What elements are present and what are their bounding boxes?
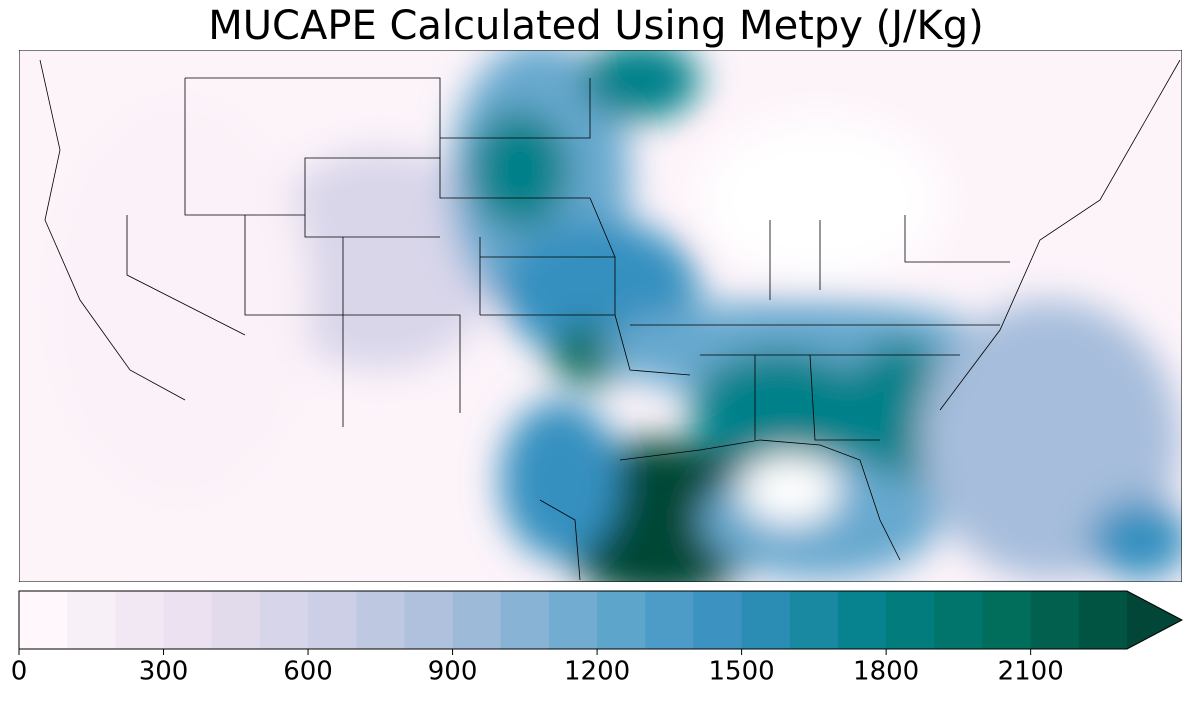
colorbar-bin xyxy=(1078,591,1128,649)
tick-label: 2100 xyxy=(998,657,1064,687)
colorbar-bin xyxy=(548,591,598,649)
colorbar-bin xyxy=(741,591,791,649)
colorbar-bin xyxy=(115,591,165,649)
colorbar-bin xyxy=(163,591,213,649)
colorbar-bin xyxy=(19,591,68,649)
colorbar-bin xyxy=(67,591,116,649)
colorbar-extend xyxy=(1127,591,1182,649)
colorbar-bin xyxy=(259,591,309,649)
colorbar-bin xyxy=(645,591,694,649)
colorbar-bin xyxy=(934,591,983,649)
boundaries xyxy=(39,59,1181,581)
tick-label: 0 xyxy=(11,657,28,687)
tick-label: 1500 xyxy=(709,657,775,687)
map xyxy=(19,50,1182,582)
tick-label: 1200 xyxy=(564,657,630,687)
tick-label: 900 xyxy=(428,657,478,687)
colorbar-bin xyxy=(356,591,405,649)
colorbar-bin xyxy=(982,591,1032,649)
chart-title: MUCAPE Calculated Using Metpy (J/Kg) xyxy=(208,3,984,49)
colorbar-bin xyxy=(597,591,646,649)
colorbar-bin xyxy=(837,591,887,649)
colorbar-bin xyxy=(452,591,502,649)
tick-label: 300 xyxy=(139,657,189,687)
colorbar-bin xyxy=(308,591,357,649)
colorbar-bin xyxy=(693,591,743,649)
tick-label: 600 xyxy=(283,657,333,687)
colorbar-bin xyxy=(1030,591,1080,649)
colorbar-outline xyxy=(18,590,1184,650)
tick-label: 1800 xyxy=(853,657,919,687)
colorbar-bin xyxy=(789,591,839,649)
colorbar-bin xyxy=(404,591,454,649)
colorbar-bin xyxy=(211,591,261,649)
colorbar-bin xyxy=(500,591,550,649)
colorbar: 0 300 600 900 1200 1500 1800 2100 xyxy=(11,590,1184,687)
colorbar-bin xyxy=(886,591,935,649)
